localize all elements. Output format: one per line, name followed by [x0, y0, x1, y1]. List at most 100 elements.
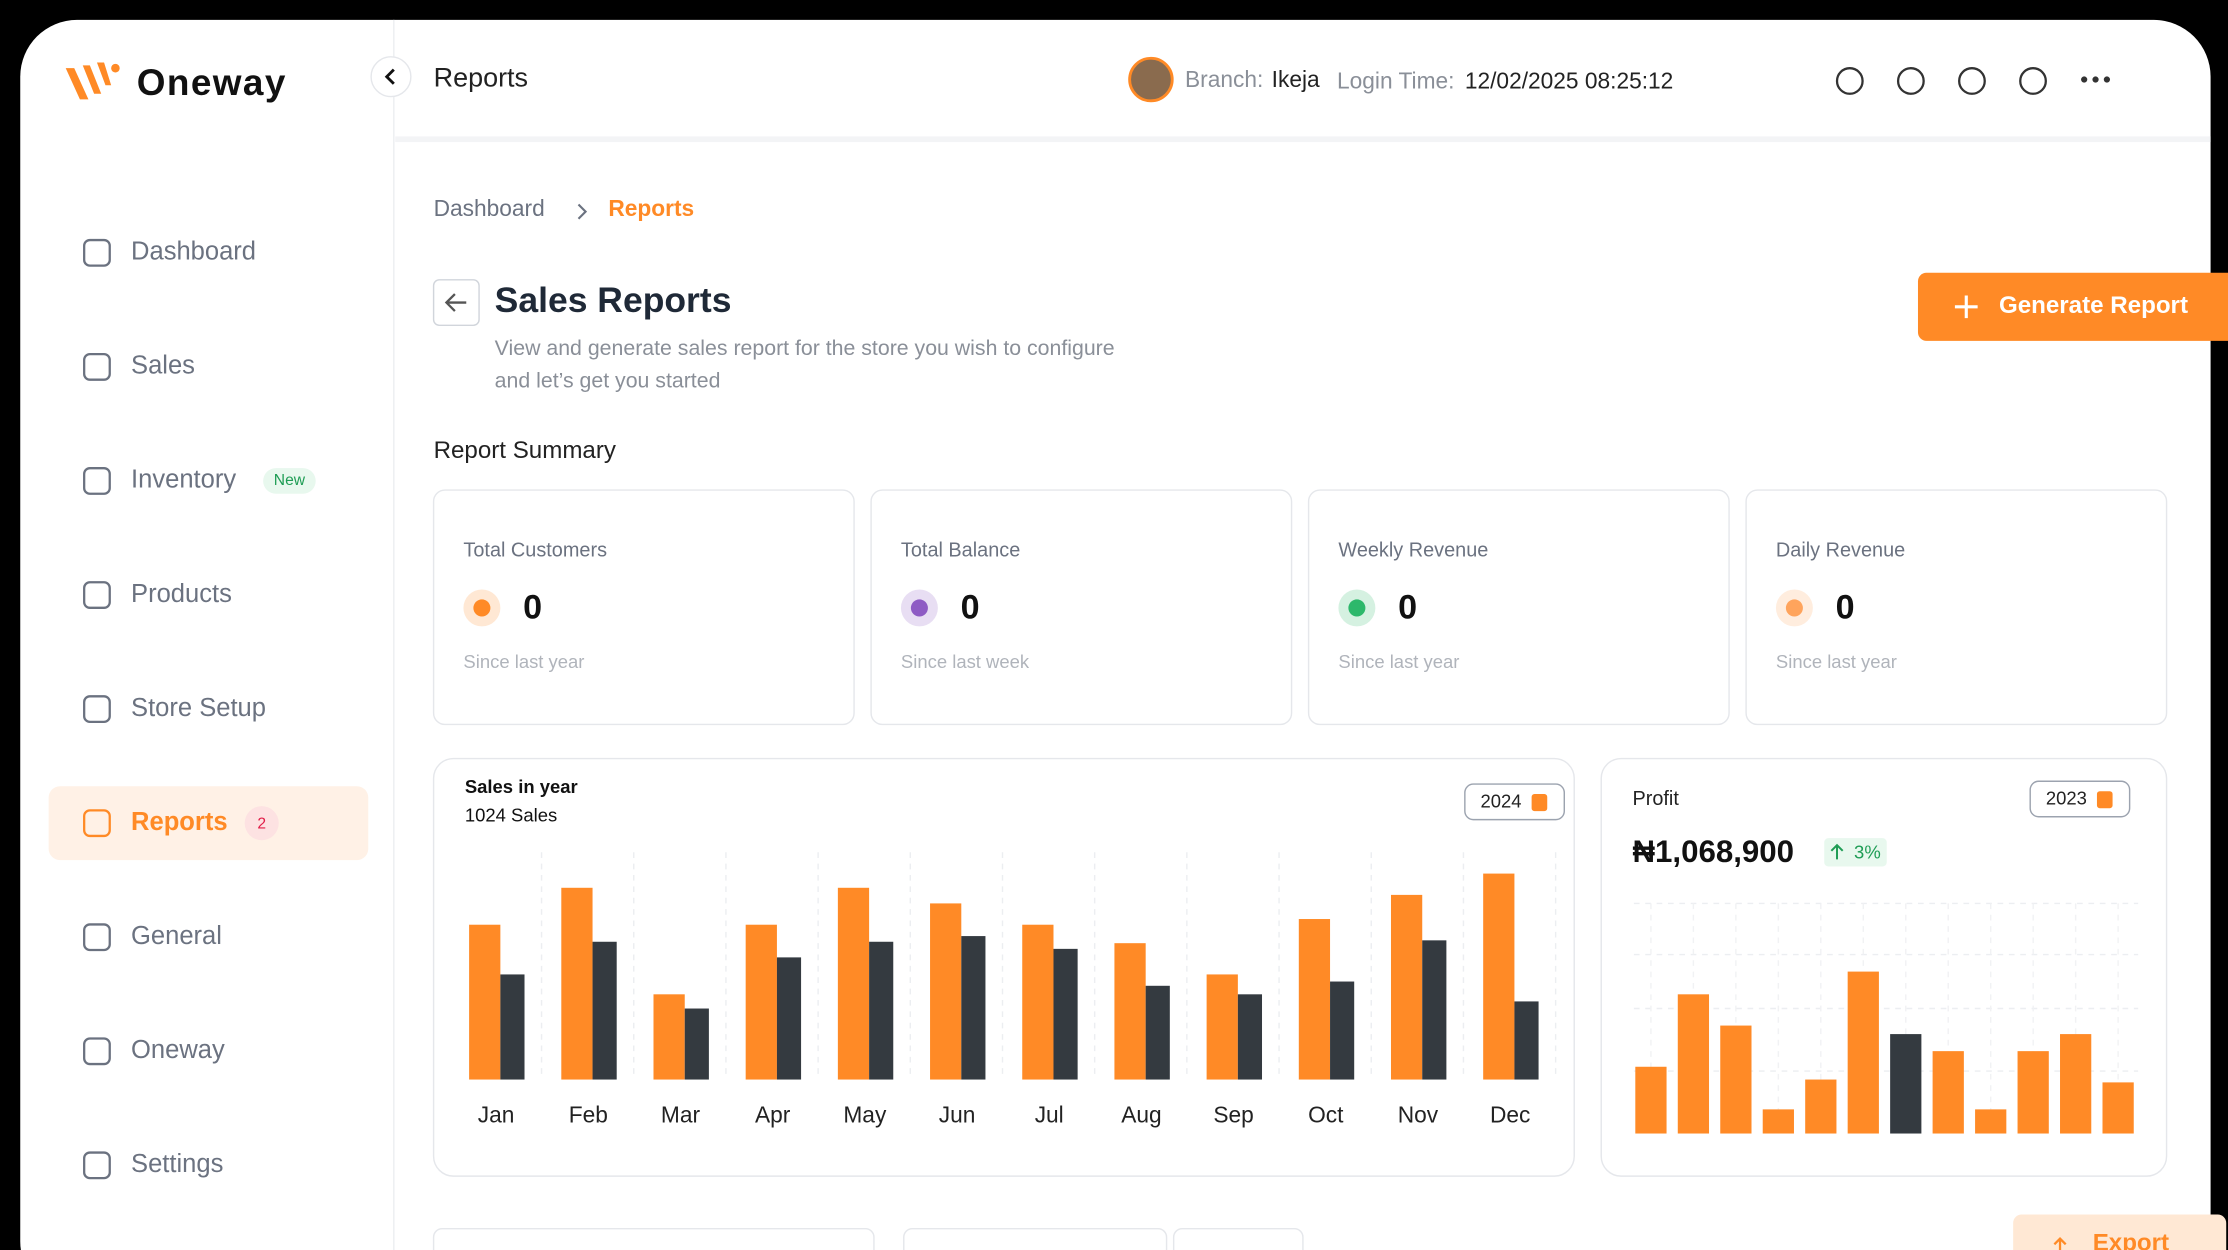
nav-item[interactable]: Inventory: [131, 466, 236, 494]
branch: Ikeja: [1272, 66, 1320, 92]
generate-button[interactable]: [1917, 272, 2228, 341]
nav-icon: [83, 809, 111, 838]
bar: [1053, 948, 1078, 1080]
summary-card: [1307, 489, 1730, 726]
badge: 2: [257, 816, 266, 833]
badge-bg: [244, 806, 279, 841]
up-arrow: [1830, 843, 1844, 860]
bar: [1762, 1109, 1794, 1134]
nav-icon: [83, 695, 111, 724]
more-dot: [2081, 76, 2088, 83]
export-label: Export: [2093, 1230, 2169, 1250]
x-tick-label: Jan: [478, 1101, 515, 1127]
card-label: Total Customers: [463, 539, 607, 561]
bar: [1298, 919, 1331, 1080]
card-label: Weekly Revenue: [1338, 539, 1488, 561]
badge-bg: [263, 468, 316, 494]
x-tick-label: Oct: [1308, 1101, 1344, 1127]
card-note: Since last year: [463, 651, 584, 672]
year-label: 2024: [1480, 790, 1521, 811]
bar: [869, 941, 894, 1080]
x-tick-label: Nov: [1398, 1101, 1439, 1127]
nav-active-bg: [48, 786, 369, 861]
bar: [1635, 1066, 1667, 1134]
logo-dot: [111, 63, 120, 73]
login-label: Login Time:: [1337, 67, 1454, 93]
x-tick-label: Apr: [755, 1101, 791, 1127]
card-icon: [473, 599, 491, 617]
chart-title: Profit: [1632, 788, 1679, 810]
filter-box[interactable]: [903, 1227, 1168, 1250]
card-note: Since last year: [1776, 651, 1897, 672]
bar: [2102, 1082, 2134, 1134]
header-shadow: [395, 136, 2211, 143]
export-button[interactable]: [2013, 1214, 2227, 1250]
nav-item[interactable]: Store Setup: [131, 694, 266, 722]
badge: New: [274, 472, 306, 489]
nav-icon: [83, 1037, 111, 1066]
year-select-icon: [1531, 794, 1548, 812]
generate-label: Generate Report: [1999, 292, 2188, 319]
bar: [961, 936, 986, 1080]
bar: [653, 994, 685, 1080]
breadcrumb-link[interactable]: Dashboard: [434, 195, 545, 221]
chart-subtitle: 1024 Sales: [465, 805, 557, 826]
bar: [2060, 1034, 2092, 1134]
bar: [1422, 940, 1447, 1080]
bar: [1677, 994, 1710, 1134]
card-value: 0: [961, 588, 980, 626]
x-tick-label: Sep: [1213, 1101, 1253, 1127]
summary-card: [432, 489, 855, 726]
nav-icon: [83, 1151, 111, 1180]
card-icon: [1348, 599, 1366, 617]
year-select-icon: [2096, 791, 2113, 809]
bar: [1975, 1109, 2007, 1134]
nav-item[interactable]: Dashboard: [131, 238, 256, 266]
card-note: Since last year: [1338, 651, 1459, 672]
header-icon[interactable]: [1835, 67, 1864, 95]
nav-item[interactable]: Oneway: [131, 1036, 225, 1064]
bar: [592, 941, 617, 1080]
nav-icon: [83, 923, 111, 952]
filter-box[interactable]: [432, 1227, 875, 1250]
back-icon: [444, 293, 467, 312]
more-dot: [2092, 76, 2099, 83]
bar: [745, 924, 777, 1080]
card-label: Daily Revenue: [1776, 539, 1905, 561]
brand: Oneway: [137, 62, 287, 103]
export-icon: [2053, 1237, 2067, 1250]
year-label: 2023: [2046, 788, 2087, 809]
card-value: 0: [1398, 588, 1417, 626]
profit-total: ₦1,068,900: [1632, 834, 1794, 869]
header-icon[interactable]: [1896, 67, 1925, 95]
x-tick-label: May: [843, 1101, 887, 1127]
bar: [1483, 873, 1515, 1080]
bar: [1114, 943, 1146, 1080]
card-label: Total Balance: [901, 539, 1020, 561]
bar: [837, 887, 870, 1080]
nav-item[interactable]: Settings: [131, 1150, 223, 1178]
section-title: Report Summary: [434, 437, 617, 464]
chart-card: [432, 757, 1575, 1177]
bar: [930, 903, 962, 1080]
nav-item[interactable]: Products: [131, 580, 232, 608]
change-badge: [1824, 838, 1887, 867]
nav-item[interactable]: Sales: [131, 352, 195, 380]
bar: [684, 1008, 709, 1080]
branch-label: Branch:: [1185, 66, 1263, 92]
collapse-button[interactable]: [370, 56, 412, 98]
header-icon[interactable]: [1958, 67, 1986, 95]
nav-item[interactable]: Reports: [131, 808, 228, 836]
nav-icon: [83, 467, 111, 495]
bar: [1237, 994, 1263, 1080]
card-icon: [910, 599, 928, 617]
x-tick-label: Mar: [661, 1101, 701, 1127]
bar: [1890, 1034, 1922, 1134]
card-note: Since last week: [901, 651, 1030, 672]
x-tick-label: Dec: [1490, 1101, 1530, 1127]
header-icon[interactable]: [2019, 67, 2047, 95]
nav-item[interactable]: General: [131, 922, 222, 950]
filter-box[interactable]: [1172, 1227, 1304, 1250]
bar: [500, 974, 525, 1080]
